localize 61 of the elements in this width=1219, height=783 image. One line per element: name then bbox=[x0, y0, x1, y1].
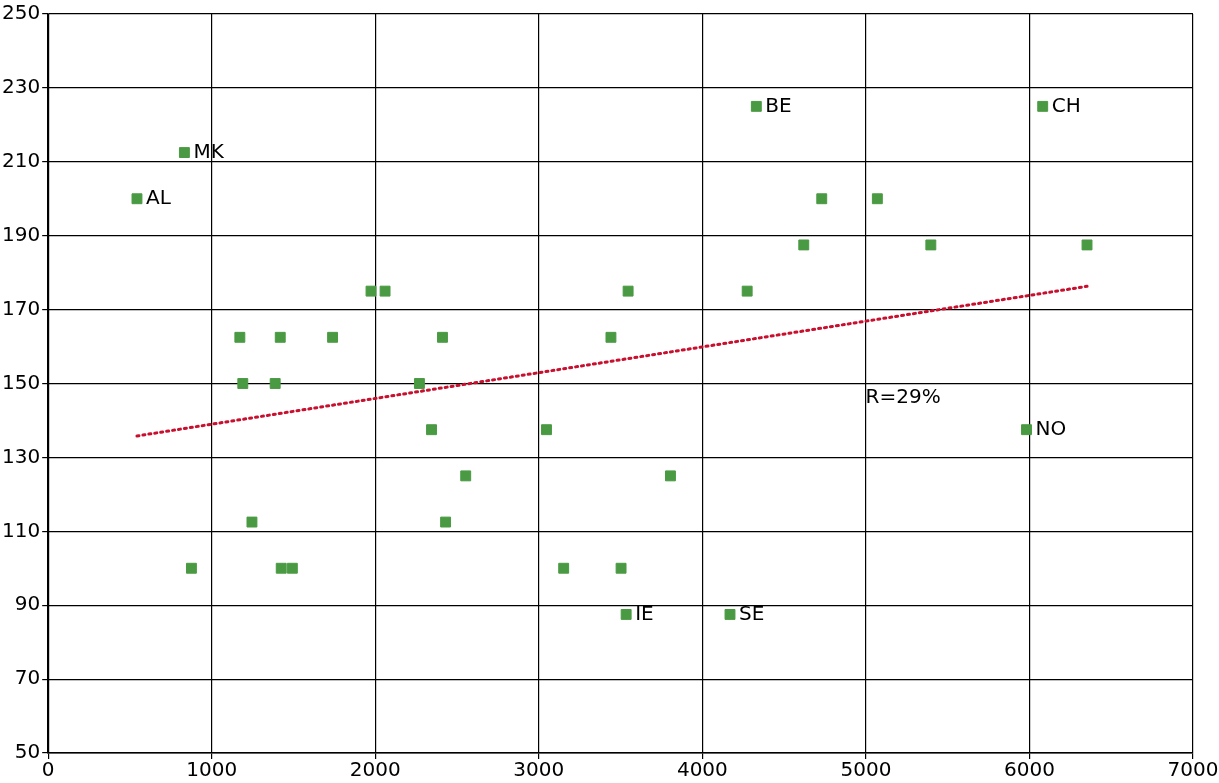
y-tick-label: 50 bbox=[14, 739, 41, 764]
y-tick-label: 130 bbox=[1, 443, 41, 468]
point bbox=[274, 331, 286, 343]
point bbox=[460, 470, 472, 482]
annotation: R=29% bbox=[865, 384, 941, 409]
y-tick-label: 190 bbox=[1, 221, 41, 246]
point bbox=[327, 331, 339, 343]
point bbox=[620, 608, 632, 620]
y-tick-label: 170 bbox=[1, 295, 41, 320]
point bbox=[558, 562, 570, 574]
point bbox=[1037, 100, 1049, 112]
x-tick-label: 6000 bbox=[1004, 757, 1055, 782]
point bbox=[605, 331, 617, 343]
point bbox=[798, 239, 810, 251]
point bbox=[185, 562, 197, 574]
point bbox=[426, 424, 437, 436]
point bbox=[871, 193, 883, 205]
y-tick-label: 210 bbox=[1, 148, 41, 172]
y-tick-label: 230 bbox=[1, 74, 41, 99]
point bbox=[622, 285, 634, 297]
point bbox=[750, 100, 762, 112]
x-tick-label: 1000 bbox=[186, 757, 238, 782]
point bbox=[413, 378, 425, 389]
point bbox=[816, 193, 828, 205]
x-tick-label: 2000 bbox=[349, 757, 401, 782]
point bbox=[437, 331, 448, 343]
point bbox=[440, 516, 452, 528]
point bbox=[131, 193, 143, 205]
point bbox=[237, 378, 249, 389]
y-tick-label: 110 bbox=[1, 517, 41, 542]
point bbox=[275, 562, 287, 574]
x-tick-label: 3000 bbox=[513, 757, 565, 782]
y-tick-label: 250 bbox=[1, 0, 41, 25]
point bbox=[286, 562, 298, 574]
x-tick-label: 7000 bbox=[1167, 757, 1219, 782]
point bbox=[178, 147, 190, 159]
point bbox=[379, 285, 391, 297]
point bbox=[365, 285, 377, 297]
point bbox=[615, 562, 627, 574]
x-tick-label: 4000 bbox=[676, 757, 728, 782]
annotation: IE bbox=[635, 600, 654, 625]
point bbox=[246, 516, 258, 528]
annotation: SE bbox=[739, 600, 765, 625]
point bbox=[1081, 239, 1093, 251]
point bbox=[724, 608, 736, 620]
point bbox=[269, 378, 281, 389]
annotation: NO bbox=[1035, 415, 1067, 440]
point bbox=[741, 285, 753, 297]
y-tick-label: 90 bbox=[14, 591, 41, 616]
point bbox=[541, 424, 552, 436]
point bbox=[234, 331, 246, 343]
x-tick-label: 0 bbox=[41, 757, 55, 782]
point bbox=[925, 239, 937, 251]
annotation: AL bbox=[145, 184, 172, 209]
point bbox=[665, 470, 676, 482]
point bbox=[1021, 424, 1032, 436]
annotation: CH bbox=[1051, 92, 1081, 117]
y-tick-label: 150 bbox=[1, 369, 41, 394]
annotation: BE bbox=[765, 92, 792, 117]
y-tick-label: 70 bbox=[14, 665, 41, 690]
x-tick-label: 5000 bbox=[840, 757, 892, 782]
